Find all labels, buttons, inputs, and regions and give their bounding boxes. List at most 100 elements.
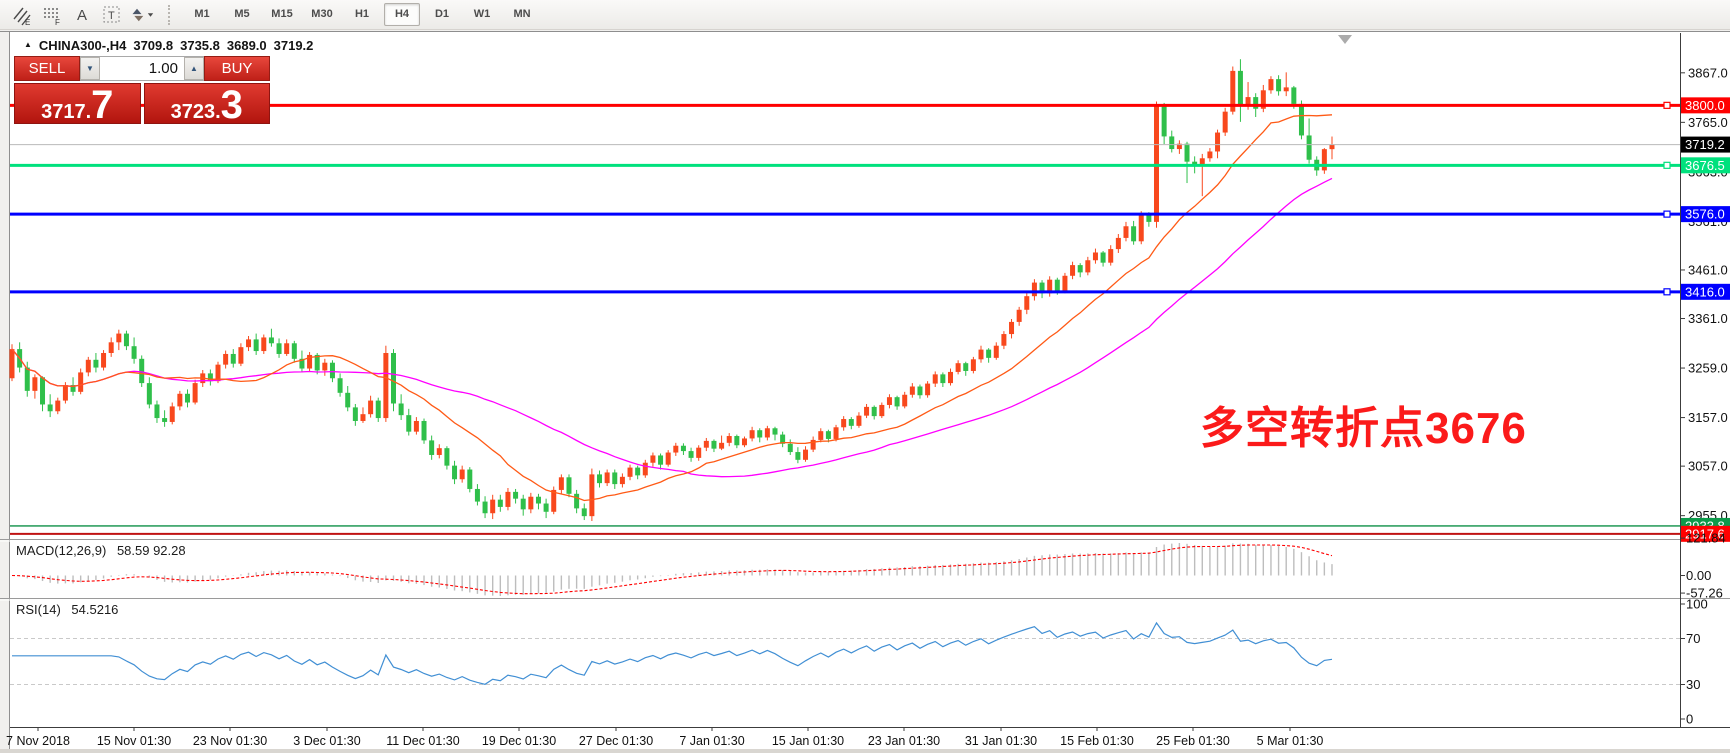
svg-text:3461.0: 3461.0 (1688, 262, 1728, 277)
buy-price-button[interactable]: 3723. 3 (143, 83, 270, 127)
svg-text:3416.0: 3416.0 (1685, 284, 1725, 299)
svg-text:3057.0: 3057.0 (1688, 459, 1728, 474)
rsi-pane-label: RSI(14) 54.5216 (16, 602, 118, 617)
lot-size-field: ▼ 1.00 ▲ (80, 56, 204, 81)
ohlc-low: 3689.0 (226, 38, 267, 53)
ohlc-open: 3709.8 (133, 38, 174, 53)
svg-text:3867.0: 3867.0 (1688, 65, 1728, 80)
ohlc-close: 3719.2 (273, 38, 314, 53)
window-bottom-edge (0, 749, 1730, 753)
price-badge: 2917.6 (1681, 525, 1730, 542)
svg-text:3800.0: 3800.0 (1685, 98, 1725, 113)
text-label-tool-icon[interactable]: A (68, 3, 95, 27)
timeframe-mn[interactable]: MN (513, 8, 531, 20)
symbol-name: CHINA300-,H4 (38, 38, 127, 53)
toolbar: E F A T (0, 0, 1730, 30)
svg-text:11 Dec 01:30: 11 Dec 01:30 (386, 734, 459, 748)
hline-handle[interactable] (1663, 101, 1671, 109)
timeframe-bar: M1 M5 M15 M30 H1 H4 D1 W1 MN (184, 3, 544, 26)
chart-annotation-text: 多空转折点3676 (1200, 404, 1527, 453)
timeframe-w1[interactable]: W1 (473, 8, 491, 20)
svg-text:3 Dec 01:30: 3 Dec 01:30 (293, 734, 360, 748)
svg-text:5 Mar 01:30: 5 Mar 01:30 (1257, 734, 1324, 748)
svg-text:3719.2: 3719.2 (1685, 137, 1725, 152)
svg-text:15 Jan 01:30: 15 Jan 01:30 (772, 734, 844, 748)
text-tool-icon[interactable]: T (98, 3, 125, 27)
svg-text:0.00: 0.00 (1686, 568, 1711, 583)
chart-window[interactable] (10, 31, 1730, 753)
sell-price-pip: 7 (91, 83, 114, 127)
sell-button[interactable]: SELL (14, 56, 80, 81)
sell-price-main: 3717. (41, 101, 92, 123)
tool-glyph: A (77, 7, 87, 24)
hline-handle[interactable] (1663, 210, 1671, 218)
candles (9, 59, 1335, 522)
macd-pane-label: MACD(12,26,9) 58.59 92.28 (16, 543, 186, 558)
macd-name: MACD(12,26,9) (16, 543, 107, 558)
svg-text:27 Dec 01:30: 27 Dec 01:30 (579, 734, 653, 748)
arrows-tool-icon[interactable] (128, 3, 155, 27)
price-badge: 3719.2 (1681, 136, 1730, 153)
buy-price-pip: 3 (220, 83, 243, 127)
symbol-marker-icon: ▲ (24, 40, 32, 49)
timeframe-m15[interactable]: M15 (271, 8, 293, 20)
lot-increase-button[interactable]: ▲ (184, 57, 204, 80)
svg-text:23 Nov 01:30: 23 Nov 01:30 (193, 734, 267, 748)
chart-end-marker-icon (1338, 35, 1352, 44)
svg-text:3361.0: 3361.0 (1688, 311, 1728, 326)
timeframe-d1[interactable]: D1 (434, 8, 450, 20)
hline-handle[interactable] (1663, 288, 1671, 296)
one-click-trade-panel: SELL ▼ 1.00 ▲ BUY 3717. 7 3723. 3 (14, 56, 270, 127)
svg-text:100: 100 (1686, 597, 1708, 612)
svg-text:23 Jan 01:30: 23 Jan 01:30 (868, 734, 940, 748)
svg-text:3576.0: 3576.0 (1685, 207, 1725, 222)
hline-handle[interactable] (1663, 161, 1671, 169)
horizontal-level-lines[interactable] (10, 101, 1680, 535)
svg-text:3765.0: 3765.0 (1688, 115, 1728, 130)
svg-text:2917.6: 2917.6 (1685, 526, 1725, 541)
timeframe-h4[interactable]: H4 (384, 3, 420, 26)
timeframe-m30[interactable]: M30 (311, 8, 333, 20)
timeframe-m1[interactable]: M1 (194, 8, 210, 20)
chart-title: ▲ CHINA300-,H4 3709.8 3735.8 3689.0 3719… (24, 38, 313, 53)
buy-button[interactable]: BUY (204, 56, 270, 81)
svg-text:7 Nov 2018: 7 Nov 2018 (6, 734, 70, 748)
sell-price-button[interactable]: 3717. 7 (14, 83, 141, 127)
equidistant-channel-tool-icon[interactable]: E (8, 3, 35, 27)
fibonacci-tool-icon[interactable]: F (38, 3, 65, 27)
toolbar-grip[interactable] (168, 4, 176, 25)
price-badge: 3576.0 (1681, 206, 1730, 223)
timeframe-m5[interactable]: M5 (234, 8, 250, 20)
svg-text:3259.0: 3259.0 (1688, 361, 1728, 376)
price-badge: 3800.0 (1681, 97, 1730, 114)
time-axis[interactable]: 7 Nov 2018 15 Nov 01:30 23 Nov 01:30 3 Dec … (6, 727, 1730, 748)
rsi-values: 54.5216 (71, 602, 119, 617)
rsi-pane: 100 70 30 0 (10, 597, 1708, 727)
svg-text:30: 30 (1686, 677, 1700, 692)
tool-glyph: T (108, 10, 115, 22)
price-badge: 3416.0 (1681, 283, 1730, 300)
lot-decrease-button[interactable]: ▼ (80, 57, 100, 80)
buy-price-main: 3723. (170, 101, 221, 123)
svg-text:70: 70 (1686, 631, 1700, 646)
price-badge: 3676.5 (1681, 157, 1730, 174)
tool-glyph: F (55, 18, 60, 26)
macd-pane: 121.84 0.00 -57.26 (11, 531, 1726, 601)
svg-text:0: 0 (1686, 712, 1693, 727)
svg-text:15 Feb 01:30: 15 Feb 01:30 (1060, 734, 1134, 748)
price-axis[interactable]: 3867.03765.03663.03561.03461.03361.03259… (1680, 33, 1730, 727)
moving-average-lines (11, 114, 1333, 502)
ohlc-high: 3735.8 (180, 38, 220, 53)
lot-size-input[interactable]: 1.00 (100, 57, 184, 80)
svg-text:19 Dec 01:30: 19 Dec 01:30 (482, 734, 556, 748)
svg-text:121.84: 121.84 (1686, 531, 1726, 546)
timeframe-h1[interactable]: H1 (354, 8, 370, 20)
svg-text:15 Nov 01:30: 15 Nov 01:30 (97, 734, 171, 748)
svg-text:-57.26: -57.26 (1686, 586, 1723, 601)
svg-text:7 Jan 01:30: 7 Jan 01:30 (679, 734, 744, 748)
svg-text:3157.0: 3157.0 (1688, 410, 1728, 425)
svg-text:31 Jan 01:30: 31 Jan 01:30 (965, 734, 1037, 748)
left-panel-edge (0, 31, 10, 753)
